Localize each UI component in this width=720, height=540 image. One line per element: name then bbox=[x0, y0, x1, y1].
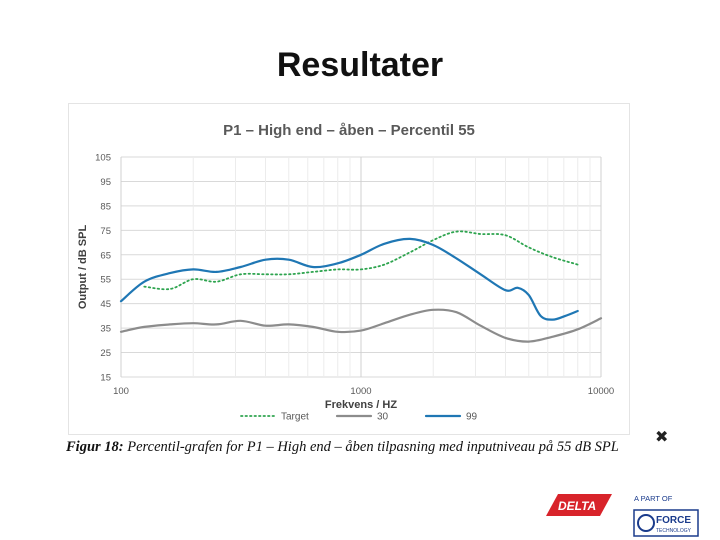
slide-title: Resultater bbox=[276, 46, 444, 84]
y-tick-label: 15 bbox=[100, 373, 111, 384]
force-logo-text: FORCE bbox=[656, 515, 691, 526]
series-line-target bbox=[143, 230, 579, 291]
percentile-chart: P1 – High end – åben – Percentil 55 15 25 3… bbox=[77, 122, 614, 423]
legend-label-99: 99 bbox=[466, 412, 478, 423]
x-tick-label: 10000 bbox=[588, 386, 614, 397]
chart-container: P1 – High end – åben – Percentil 55 15 25 3… bbox=[68, 103, 630, 435]
y-tick-label: 85 bbox=[100, 201, 111, 212]
figure-caption: Figur 18: Percentil-grafen for P1 – High… bbox=[66, 439, 666, 456]
chart-title: P1 – High end – åben – Percentil 55 bbox=[223, 122, 475, 139]
logos-svg: DELTA A PART OF FORCE TECHNOLOGY bbox=[546, 494, 699, 537]
caption-text: Percentil-grafen for P1 – High end – åbe… bbox=[127, 439, 619, 455]
force-logo: A PART OF FORCE TECHNOLOGY bbox=[633, 494, 699, 537]
x-tick-label: 100 bbox=[113, 386, 129, 397]
force-logo-ring bbox=[637, 514, 655, 532]
legend-label-30: 30 bbox=[377, 412, 389, 423]
partof-text: A PART OF bbox=[634, 494, 673, 503]
y-tick-label: 35 bbox=[100, 324, 111, 335]
logo-area: DELTA A PART OF FORCE TECHNOLOGY bbox=[534, 486, 714, 540]
technology-logo-text: TECHNOLOGY bbox=[656, 528, 692, 534]
y-tick-label: 25 bbox=[100, 348, 111, 359]
scissor-icon: ✖ bbox=[655, 429, 669, 446]
x-axis-label: Frekvens / HZ bbox=[325, 399, 397, 411]
caption-label: Figur 18: bbox=[66, 439, 124, 455]
series-line-30 bbox=[119, 308, 603, 343]
x-tick-label: 1000 bbox=[350, 386, 371, 397]
legend-label-target: Target bbox=[281, 412, 309, 423]
y-tick-label: 75 bbox=[100, 226, 111, 237]
y-tick-label: 105 bbox=[95, 153, 111, 164]
series-line-99 bbox=[119, 237, 579, 321]
delta-logo: DELTA bbox=[546, 494, 612, 516]
y-tick-label: 65 bbox=[100, 250, 111, 261]
force-logo-box bbox=[633, 509, 699, 537]
delta-logo-text: DELTA bbox=[558, 499, 596, 513]
delta-logo-shape bbox=[546, 494, 612, 516]
y-axis-label: Output / dB SPL bbox=[77, 225, 89, 310]
y-tick-label: 55 bbox=[100, 275, 111, 286]
y-tick-label: 45 bbox=[100, 299, 111, 310]
y-tick-label: 95 bbox=[100, 177, 111, 188]
